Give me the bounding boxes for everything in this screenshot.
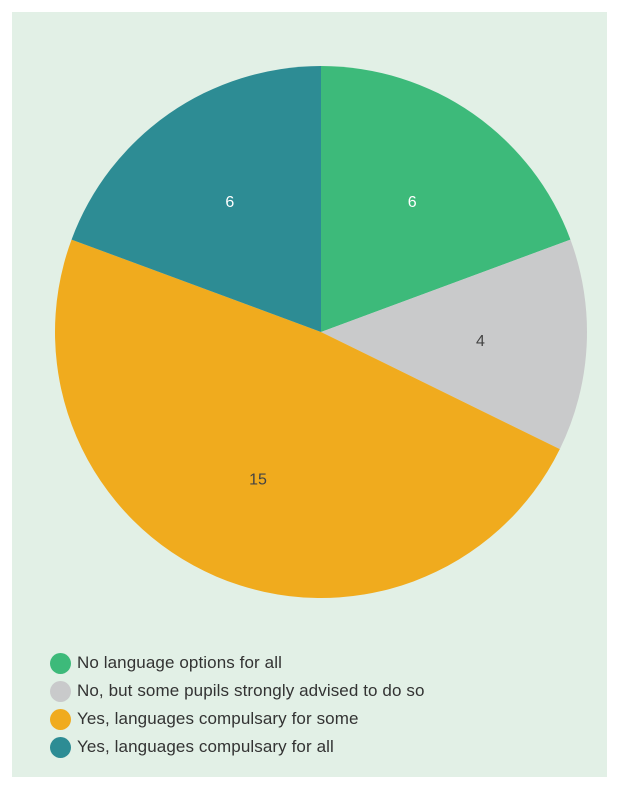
legend-item: Yes, languages compulsary for some [50,706,425,732]
pie-chart: 6 4 15 6 [54,66,588,599]
pie-slice-strongly-advised [321,239,588,450]
legend: No language options for all No, but some… [50,650,425,762]
legend-item: No, but some pupils strongly advised to … [50,678,425,704]
pie-value-label-compulsory-some: 15 [249,472,267,489]
pie-value-label-no-options: 6 [408,194,417,211]
legend-item: No language options for all [50,650,425,676]
legend-item: Yes, languages compulsary for all [50,734,425,760]
chart-panel: 6 4 15 6 No language options for all No, bu… [12,12,607,777]
legend-swatch-no-options [50,652,71,674]
legend-label: Yes, languages compulsary for all [77,737,334,756]
legend-label: No, but some pupils strongly advised to … [77,681,425,700]
pie-value-label-strongly-advised: 4 [476,333,485,350]
pie-value-label-compulsory-all: 6 [225,194,234,211]
pie-slice-compulsory-some [54,239,560,599]
legend-label: No language options for all [77,653,282,672]
legend-label: Yes, languages compulsary for some [77,709,359,728]
legend-swatch-compulsory-all [50,736,71,758]
pie-slice-no-options [321,66,571,332]
legend-swatch-strongly-advised [50,680,71,702]
legend-swatch-compulsory-some [50,708,71,730]
pie-slice-compulsory-all [71,66,321,332]
